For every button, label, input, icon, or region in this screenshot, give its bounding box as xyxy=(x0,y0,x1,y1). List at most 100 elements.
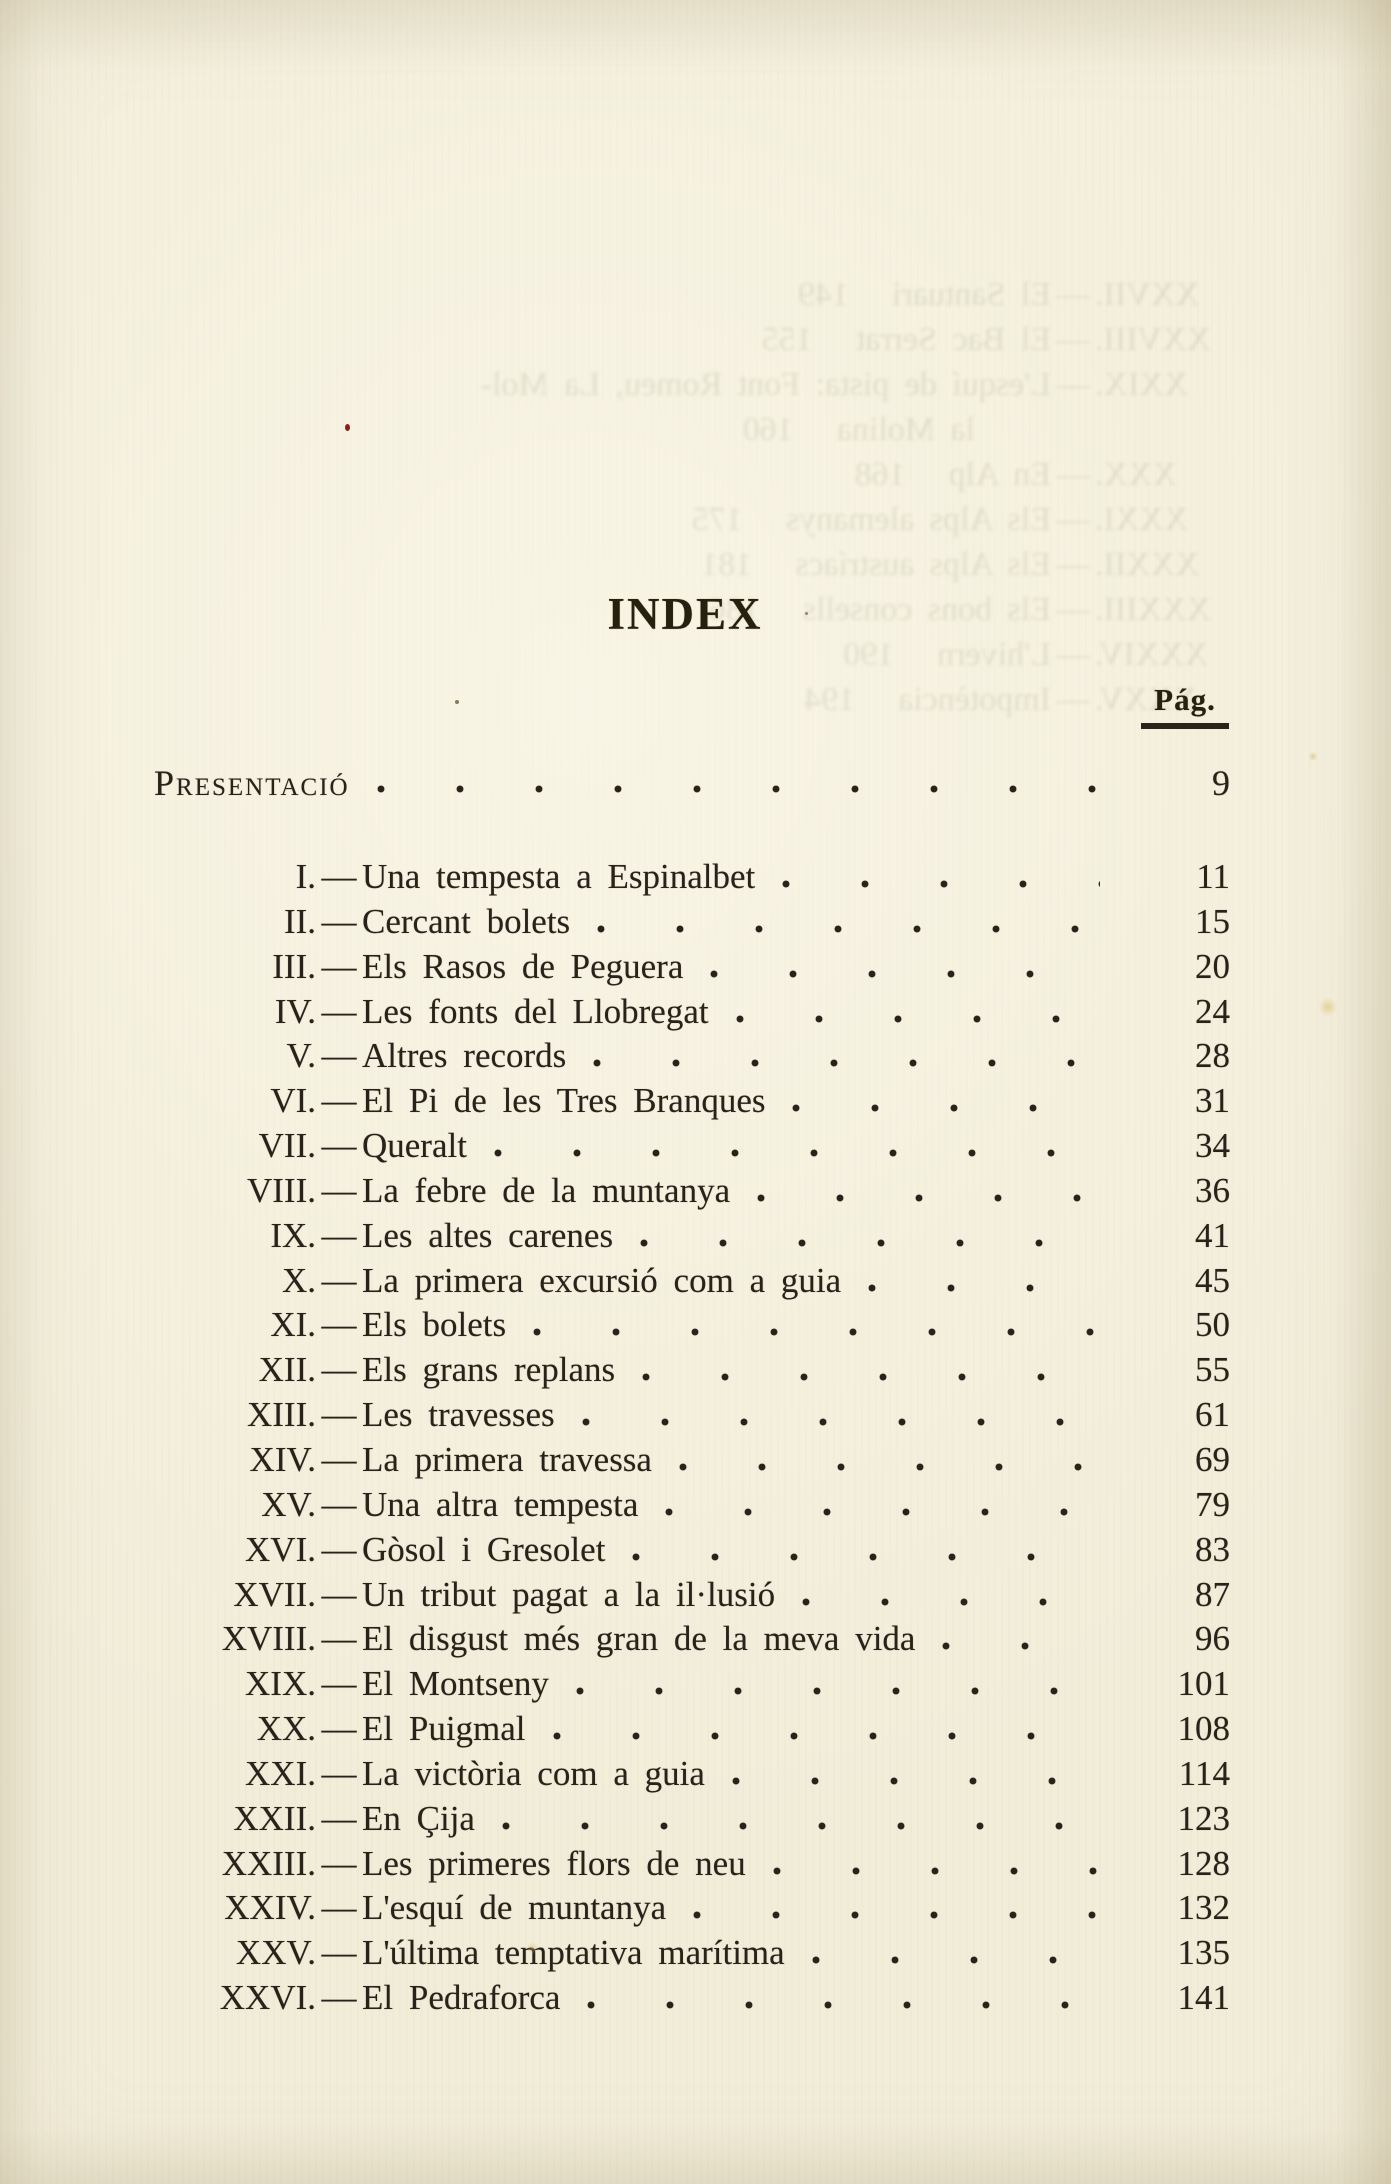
toc-entry-separator: — xyxy=(1056,546,1090,583)
toc-entry-numeral: XIX. xyxy=(245,1664,316,1704)
foxing-stain xyxy=(1308,752,1318,761)
foxing-stain xyxy=(526,1942,539,1954)
toc-entry-numeral: XVII. xyxy=(233,1574,316,1614)
toc-entry-page: 11 xyxy=(1196,857,1230,896)
dot-leader xyxy=(662,1482,1100,1528)
foxing-stain xyxy=(1318,998,1338,1016)
toc-entry-page: 61 xyxy=(1195,1395,1230,1435)
toc-entry-title: Els grans replans xyxy=(362,1350,616,1390)
table-of-contents: Presentació 9 I. — Una tempesta a Espinalbet… xyxy=(140,760,1230,2021)
dot-leader xyxy=(808,1931,1100,1977)
toc-entry-title: El Santuari xyxy=(891,276,1051,313)
toc-entry-title: El Pedraforca xyxy=(362,1978,561,2018)
toc-entry-title: Els Alps alemanys xyxy=(785,501,1051,538)
toc-entry-numeral: VII. xyxy=(258,1126,316,1166)
toc-entry-separator xyxy=(1051,407,1095,452)
toc-entry-row: XXIII. — Les primeres flors de neu 128 xyxy=(140,1841,1230,1887)
toc-entry-title: En Çija xyxy=(362,1798,475,1838)
toc-entry-separator: — xyxy=(1056,366,1090,403)
toc-entry-page: 79 xyxy=(1195,1484,1230,1524)
paper-speck xyxy=(455,700,459,704)
toc-entry-row: XX. — El Puigmal 108 xyxy=(140,1707,1230,1752)
toc-entry-row: VI. — El Pi de les Tres Branques 31 xyxy=(140,1079,1230,1125)
toc-entry-separator: — xyxy=(321,1170,357,1210)
toc-entry-title: L'esquí de muntanya xyxy=(362,1888,667,1928)
toc-entry-title: Els Rasos de Peguera xyxy=(362,946,684,986)
toc-entry-numeral: XV. xyxy=(261,1484,316,1524)
dot-leader xyxy=(490,1124,1100,1169)
dot-leader xyxy=(789,1079,1100,1125)
toc-entry-numeral: XVIII. xyxy=(221,1619,316,1659)
toc-entry-page: 55 xyxy=(1195,1350,1230,1390)
toc-entry-title: Les fonts del Llobregat xyxy=(362,991,709,1031)
toc-entry-page: 41 xyxy=(1195,1215,1230,1255)
toc-entry-page: 155 xyxy=(761,321,813,358)
toc-entry-numeral: VI. xyxy=(270,1081,316,1121)
toc-entry-separator: — xyxy=(1056,276,1090,313)
toc-entry-page: 83 xyxy=(1195,1529,1230,1569)
toc-entry-page: 149 xyxy=(797,276,849,313)
toc-entry-title: El disgust més gran de la meva vida xyxy=(362,1619,916,1659)
dot-leader xyxy=(578,1393,1100,1438)
toc-entry-page: 50 xyxy=(1195,1305,1230,1345)
toc-entry-title: En Alp xyxy=(948,456,1051,493)
toc-entry-row: X. — La primera excursió com a guia 45 xyxy=(140,1258,1230,1304)
toc-entry-numeral: X. xyxy=(281,1260,316,1300)
toc-entry-row: XXVI. — El Pedraforca 141 xyxy=(140,1976,1230,2021)
dot-leader xyxy=(865,1258,1100,1304)
dot-leader xyxy=(732,989,1100,1035)
dot-leader xyxy=(594,899,1100,945)
toc-entry-row: XXV. — L'última temptativa marítima 135 xyxy=(140,1931,1230,1977)
toc-entry-title: El Montseny xyxy=(362,1664,549,1704)
toc-entry-separator: — xyxy=(321,1664,357,1704)
toc-entry-separator: — xyxy=(321,1709,357,1749)
toc-entry-numeral: XI. xyxy=(270,1305,316,1345)
toc-entry-title: La primera travessa xyxy=(362,1439,652,1479)
bleedthrough-row: XXX. — En Alp 168 xyxy=(75,452,1305,497)
toc-entry-row: XIV. — La primera travessa 69 xyxy=(140,1437,1230,1483)
toc-entry-title: Les altes carenes xyxy=(362,1215,614,1255)
toc-entry-title: Impotència xyxy=(898,681,1051,718)
toc-entry-title: Presentació xyxy=(154,763,350,803)
bleedthrough-text: XXVII. — El Santuari 149 XXVIII. — El Bac Serr… xyxy=(75,272,1305,722)
toc-entry-separator: — xyxy=(321,1215,357,1255)
toc-entry-separator: — xyxy=(321,1439,357,1479)
toc-entry-title: El Puigmal xyxy=(362,1709,526,1749)
toc-entry-title: Un tribut pagat a la il·lusió xyxy=(362,1574,776,1614)
toc-entry-separator: — xyxy=(321,1933,357,1973)
toc-entry-title: Queralt xyxy=(362,1126,467,1166)
page-column-header: Pág. xyxy=(1141,682,1229,729)
toc-entry-row: XVIII. — El disgust més gran de la meva vi… xyxy=(140,1617,1230,1663)
dot-leader xyxy=(769,1841,1100,1887)
toc-entry-page xyxy=(387,362,477,407)
page-title: INDEX xyxy=(607,589,763,639)
toc-entry-separator: — xyxy=(321,901,357,941)
toc-entry-separator: — xyxy=(321,1798,357,1838)
toc-entry-separator: — xyxy=(321,1888,357,1928)
toc-entry-page: 160 xyxy=(742,411,794,448)
toc-entry-row: XIX. — El Montseny 101 xyxy=(140,1662,1230,1708)
toc-entry-title: Altres records xyxy=(362,1036,567,1076)
toc-entry-title: Una tempesta a Espinalbet xyxy=(362,857,756,896)
toc-entry-numeral xyxy=(1095,407,1305,452)
toc-entry-page: 28 xyxy=(1195,1036,1230,1076)
toc-entry-page: 36 xyxy=(1195,1170,1230,1210)
toc-entry-page: 15 xyxy=(1195,901,1230,941)
toc-entry-separator: — xyxy=(321,1843,357,1883)
toc-entry-page: 69 xyxy=(1195,1439,1230,1479)
toc-entry-numeral: II. xyxy=(283,901,316,941)
toc-entry-numeral: XII. xyxy=(258,1350,316,1390)
toc-entry-title: Cercant bolets xyxy=(362,901,571,941)
toc-entry-separator: — xyxy=(321,1753,357,1793)
toc-entry-title: El Pi de les Tres Branques xyxy=(362,1081,766,1121)
toc-entry-numeral: III. xyxy=(272,946,316,986)
bleedthrough-row: XXVIII. — El Bac Serrat 155 xyxy=(75,317,1305,362)
toc-entry-row: IV. — Les fonts del Llobregat 24 xyxy=(140,989,1230,1035)
toc-entry-numeral: XX. xyxy=(256,1709,316,1749)
toc-entry-page: 96 xyxy=(1195,1619,1230,1659)
toc-entry-separator: — xyxy=(321,857,357,896)
toc-entry-title: Els Alps austríacs xyxy=(795,546,1051,583)
dot-leader xyxy=(549,1707,1100,1752)
toc-entry-page: 132 xyxy=(1177,1888,1231,1928)
paper-speck xyxy=(805,612,808,615)
